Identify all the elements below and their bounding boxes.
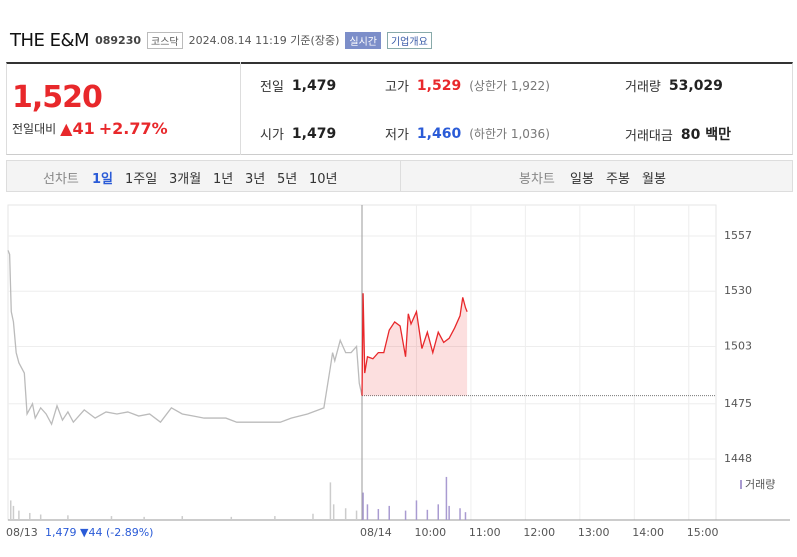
quote-cell: 시가 1,479 (260, 124, 337, 144)
quote-cell: 거래량 53,029 (625, 76, 723, 96)
realtime-button[interactable]: 실시간 (345, 31, 381, 49)
legend-swatch (740, 480, 742, 489)
price: 1,520 (12, 80, 103, 115)
change-label: 전일대비 (12, 122, 57, 136)
quote-cell: 전일 1,479 (260, 76, 337, 96)
y-tick-label: 1475 (724, 397, 752, 410)
tab[interactable]: 1일 (92, 172, 114, 187)
x-tick-label: 11:00 (469, 526, 501, 539)
divider (240, 62, 241, 155)
tab[interactable]: 1주일 (125, 172, 158, 187)
cell-value: 1,479 (291, 77, 337, 94)
change-pct: +2.77% (98, 119, 168, 138)
tab-label: 선차트 (43, 172, 79, 187)
quote-cell: 거래대금 80 백만 (625, 124, 731, 144)
quote-box (6, 62, 793, 155)
cell-label: 거래량 (625, 80, 661, 95)
tab[interactable]: 3개월 (169, 172, 202, 187)
chart: 1448 1475 1503 1530 1557 08/13 08/14 10:00 11:00… (6, 204, 790, 539)
y-tick-label: 1557 (724, 229, 752, 242)
y-tick-label: 1448 (724, 452, 752, 465)
y-tick-label: 1503 (724, 339, 752, 352)
x-tick-label: 10:00 (414, 526, 446, 539)
tab[interactable]: 1년 (213, 172, 234, 187)
y-tick-label: 1530 (724, 284, 752, 297)
quote-cell: 고가 1,529 (상한가 1,922) (385, 76, 550, 96)
stock-name: THE E&M (10, 29, 90, 51)
x-tick-label: 15:00 (687, 526, 719, 539)
cell-value: 80 백만 (680, 127, 731, 143)
x-tick-label: 12:00 (523, 526, 555, 539)
cell-label: 고가 (385, 80, 409, 95)
x-tick-label: 14:00 (632, 526, 664, 539)
x-tick-label: 13:00 (578, 526, 610, 539)
header: THE E&M 089230 코스닥 2024.08.14 11:19 기준(장… (10, 28, 432, 52)
cell-value: 1,479 (291, 125, 337, 142)
cell-label: 거래대금 (625, 128, 673, 144)
cell-label: 저가 (385, 128, 409, 143)
change-value: ▲41 (60, 119, 95, 138)
change: 전일대비 ▲41 +2.77% (12, 119, 168, 138)
cell-label: 시가 (260, 128, 284, 143)
legend-label: 거래량 (745, 478, 775, 491)
stock-code: 089230 (95, 33, 142, 47)
timestamp: 2024.08.14 11:19 기준(장중) (188, 34, 340, 47)
overview-button[interactable]: 기업개요 (386, 31, 432, 49)
tab[interactable]: 5년 (277, 172, 298, 187)
footer-note: 1,479 ▼44 (-2.89%) (45, 526, 153, 539)
quote-cell: 저가 1,460 (하한가 1,036) (385, 124, 550, 144)
tab-label: 봉차트 (519, 172, 555, 187)
cell-note: (하한가 1,036) (469, 127, 550, 141)
tab[interactable]: 일봉 (570, 172, 594, 187)
x-tick-label: 08/14 (360, 526, 392, 539)
cell-label: 전일 (260, 80, 284, 95)
tab[interactable]: 월봉 (642, 172, 666, 187)
tab-bar: 선차트 1일 1주일 3개월 1년 3년 5년 10년 봉차트 일봉 주봉 월봉 (6, 160, 793, 192)
cell-value: 1,460 (416, 125, 462, 142)
price-line (361, 293, 468, 396)
tab-divider (400, 161, 401, 191)
market-badge: 코스닥 (147, 31, 183, 49)
area-fill (362, 293, 468, 396)
change-amount: 41 (72, 119, 95, 138)
tab[interactable]: 주봉 (606, 172, 630, 187)
cell-value: 1,529 (416, 77, 462, 94)
tab[interactable]: 3년 (245, 172, 266, 187)
cell-value: 53,029 (668, 77, 723, 94)
x-tick-label: 08/13 (6, 526, 38, 539)
tab[interactable]: 10년 (309, 172, 338, 187)
cell-note: (상한가 1,922) (469, 79, 550, 93)
price-line (7, 250, 363, 426)
